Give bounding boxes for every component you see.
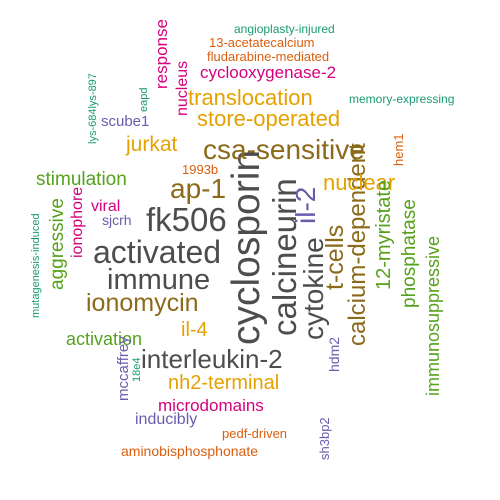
word-1993b: 1993b [182, 162, 219, 177]
word-sjcrh: sjcrh [102, 212, 132, 228]
word-fk506: fk506 [146, 201, 227, 238]
word-jurkat: jurkat [126, 133, 178, 156]
word-nucleus: nucleus [174, 60, 191, 116]
word-fludarabine-mediated: fludarabine-mediated [207, 49, 330, 64]
word-mccaffrey: mccaffrey [115, 336, 132, 401]
word-hem1: hem1 [391, 133, 406, 166]
word-ionophore: ionophore [69, 186, 86, 258]
word-phosphatase: phosphatase [399, 199, 420, 308]
word-cyclooxygenase-2: cyclooxygenase-2 [200, 63, 337, 82]
word-lys-684lys-897: lys-684lys-897 [87, 73, 99, 144]
word-hdm2: hdm2 [326, 336, 342, 372]
word-inducibly: inducibly [135, 411, 198, 428]
word-il-2: il-2 [290, 186, 321, 224]
word-nuclear: nuclear [323, 170, 396, 195]
word-microdomains: microdomains [158, 396, 264, 415]
word-activation: activation [66, 329, 143, 349]
word-interleukin-2: interleukin-2 [141, 344, 283, 374]
word-il-4: il-4 [181, 319, 208, 341]
word-sh3bp2: sh3bp2 [317, 417, 332, 460]
word-eapd: eapd [138, 87, 150, 112]
word-viral: viral [91, 198, 121, 215]
word-ap-1: ap-1 [170, 173, 227, 204]
word-response: response [152, 19, 171, 89]
word-nh2-terminal: nh2-terminal [168, 372, 280, 394]
word-12-myristate: 12-myristate [373, 179, 395, 290]
word-angioplasty-injured: angioplasty-injured [234, 22, 335, 36]
word-memory-expressing: memory-expressing [349, 92, 455, 106]
word-cyclosporin: cyclosporin [225, 149, 268, 345]
word-store-operated: store-operated [197, 106, 341, 131]
word-ionomycin: ionomycin [86, 289, 199, 317]
word-13-acetatecalcium: 13-acetatecalcium [209, 35, 315, 50]
word-activated: activated [93, 234, 222, 270]
word-csa-sensitive: csa-sensitive [203, 134, 365, 165]
word-aggressive: aggressive [47, 198, 68, 290]
word-pedf-driven: pedf-driven [222, 426, 288, 441]
word-aminobisphosphonate: aminobisphosphonate [121, 443, 258, 459]
word-mutagenesis-induced: mutagenesis-induced [30, 213, 42, 318]
word-scube1: scube1 [101, 113, 150, 130]
word-18e4: 18e4 [131, 357, 143, 382]
word-immunosuppressive: immunosuppressive [423, 235, 443, 396]
word-stimulation: stimulation [36, 169, 127, 190]
word-translocation: translocation [188, 85, 313, 110]
word-immune: immune [107, 264, 211, 296]
